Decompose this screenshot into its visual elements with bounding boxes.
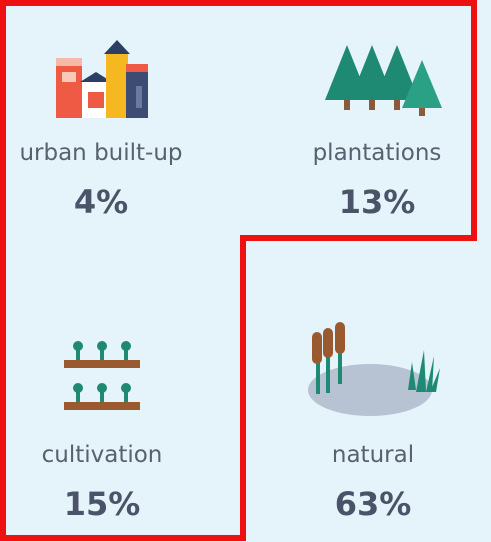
item-value: 4%	[74, 183, 128, 221]
item-value: 13%	[339, 183, 416, 221]
urban-icon	[56, 40, 148, 118]
item-value: 63%	[335, 485, 412, 523]
natural-icon	[308, 322, 440, 416]
item-label: cultivation	[42, 442, 163, 468]
item-label: natural	[332, 442, 414, 468]
cultivation-icon	[64, 341, 140, 410]
item-label: plantations	[313, 140, 442, 166]
plantations-icon	[325, 45, 442, 116]
highlight-outline	[0, 0, 477, 541]
item-label: urban built-up	[19, 140, 182, 166]
item-value: 15%	[64, 485, 141, 523]
